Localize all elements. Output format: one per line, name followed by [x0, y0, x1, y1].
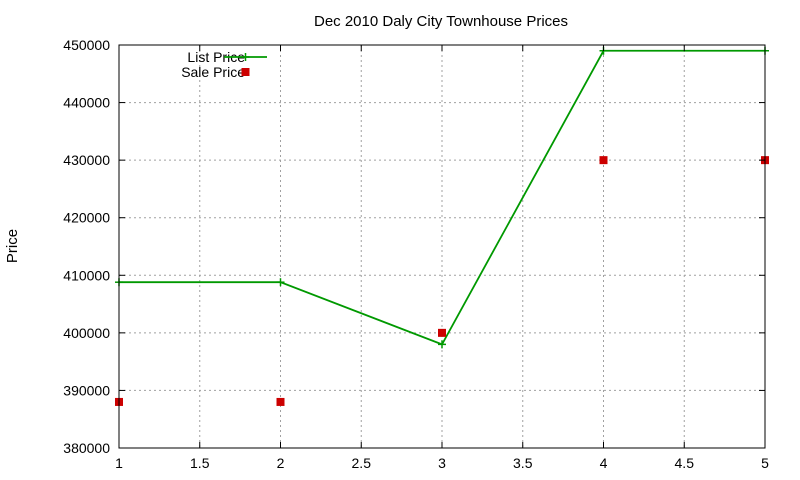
x-tick-label: 1.5: [190, 455, 210, 471]
axis-ticks: 1 1.5 2 2.5 3 3.5 4 4.5 5 380000 390000 400000 41000…: [63, 37, 769, 471]
y-tick-label: 420000: [63, 210, 110, 226]
legend-entry: List Price: [187, 49, 267, 65]
y-tick-label: 380000: [63, 440, 110, 456]
y-axis-label: Price: [4, 229, 21, 263]
legend-label: Sale Price: [181, 64, 245, 80]
grid: [119, 45, 765, 448]
y-tick-label: 400000: [63, 325, 110, 341]
data-point: [438, 328, 446, 337]
chart-title: Dec 2010 Daly City Townhouse Prices: [314, 13, 568, 30]
legend-label: List Price: [187, 49, 245, 65]
data-point: [438, 340, 446, 349]
data-point: [276, 278, 285, 287]
x-tick-label: 4: [600, 455, 608, 471]
legend-entry: Sale Price: [181, 64, 250, 80]
y-tick-label: 390000: [63, 382, 110, 398]
x-tick-label: 1: [115, 455, 123, 471]
data-point: [599, 156, 608, 165]
x-tick-label: 2: [277, 455, 285, 471]
x-tick-label: 2.5: [352, 455, 372, 471]
y-tick-label: 440000: [63, 95, 110, 111]
x-tick-label: 5: [761, 455, 769, 471]
x-tick-label: 3.5: [513, 455, 533, 471]
plot-area: [115, 46, 769, 406]
legend-marker: [241, 68, 250, 76]
y-tick-label: 430000: [63, 152, 110, 168]
y-tick-label: 410000: [63, 267, 110, 283]
y-tick-label: 450000: [63, 37, 110, 53]
x-tick-label: 4.5: [675, 455, 695, 471]
data-point: [276, 397, 285, 406]
x-tick-label: 3: [438, 455, 446, 471]
legend-marker: [241, 53, 250, 61]
